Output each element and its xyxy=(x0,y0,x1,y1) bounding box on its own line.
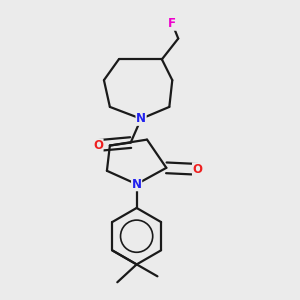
Text: F: F xyxy=(168,17,176,30)
Text: O: O xyxy=(193,163,202,176)
Text: N: N xyxy=(136,112,146,125)
Text: N: N xyxy=(132,178,142,191)
Text: O: O xyxy=(93,139,103,152)
